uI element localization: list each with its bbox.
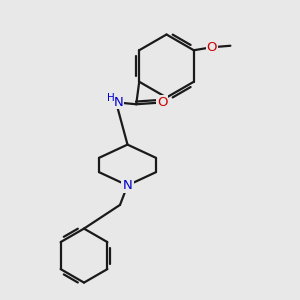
Text: N: N <box>113 96 123 109</box>
Text: N: N <box>123 179 132 192</box>
Text: O: O <box>206 41 217 54</box>
Text: H: H <box>106 93 114 103</box>
Text: O: O <box>157 96 168 109</box>
